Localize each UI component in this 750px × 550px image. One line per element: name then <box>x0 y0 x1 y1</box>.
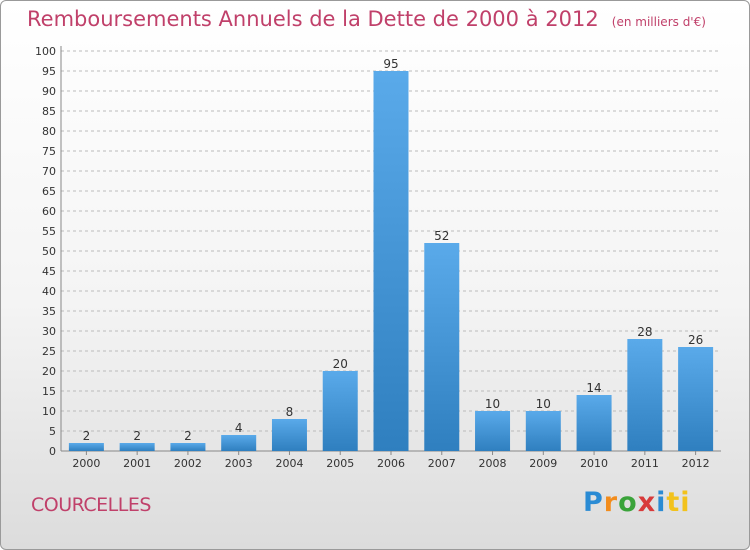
x-tick-label-2009: 2009 <box>529 457 557 470</box>
bar-2009 <box>525 411 561 451</box>
data-label-2000: 2 <box>83 429 91 443</box>
bar-2004 <box>271 419 307 451</box>
y-tick-label: 55 <box>42 225 56 238</box>
bar-2007 <box>424 243 460 451</box>
y-tick-label: 0 <box>49 445 56 458</box>
bar-2008 <box>475 411 511 451</box>
chart-title: Remboursements Annuels de la Dette de 20… <box>27 7 599 31</box>
data-label-2007: 52 <box>434 229 449 243</box>
y-tick-label: 75 <box>42 145 56 158</box>
y-tick-label: 15 <box>42 385 56 398</box>
bar-2000 <box>68 443 104 451</box>
data-label-2004: 8 <box>286 405 294 419</box>
x-tick-label-2011: 2011 <box>631 457 659 470</box>
y-tick-label: 90 <box>42 85 56 98</box>
city-name: COURCELLES <box>31 494 151 516</box>
y-tick-label: 60 <box>42 205 56 218</box>
bar-2003 <box>221 435 257 451</box>
bar-2012 <box>678 347 714 451</box>
bar-2010 <box>576 395 612 451</box>
proxiti-logo: Proxiti <box>583 487 691 518</box>
data-label-2011: 28 <box>637 325 652 339</box>
y-tick-label: 40 <box>42 285 56 298</box>
x-tick-label-2001: 2001 <box>123 457 151 470</box>
data-label-2002: 2 <box>184 429 192 443</box>
y-tick-label: 5 <box>49 425 56 438</box>
y-tick-label: 30 <box>42 325 56 338</box>
y-tick-label: 45 <box>42 265 56 278</box>
x-tick-label-2010: 2010 <box>580 457 608 470</box>
y-tick-label: 25 <box>42 345 56 358</box>
y-tick-label: 85 <box>42 105 56 118</box>
x-tick-label-2000: 2000 <box>72 457 100 470</box>
data-label-2008: 10 <box>485 397 500 411</box>
x-tick-label-2007: 2007 <box>428 457 456 470</box>
x-tick-label-2012: 2012 <box>682 457 710 470</box>
data-label-2012: 26 <box>688 333 703 347</box>
x-tick-label-2003: 2003 <box>225 457 253 470</box>
bar-2005 <box>322 371 358 451</box>
data-label-2003: 4 <box>235 421 243 435</box>
x-tick-label-2006: 2006 <box>377 457 405 470</box>
x-tick-label-2004: 2004 <box>275 457 303 470</box>
y-tick-label: 65 <box>42 185 56 198</box>
y-tick-label: 10 <box>42 405 56 418</box>
x-tick-label-2002: 2002 <box>174 457 202 470</box>
y-tick-label: 35 <box>42 305 56 318</box>
bar-2002 <box>170 443 206 451</box>
data-label-2009: 10 <box>536 397 551 411</box>
bar-2006 <box>373 71 409 451</box>
y-tick-label: 50 <box>42 245 56 258</box>
chart-subtitle: (en milliers d'€) <box>611 15 706 29</box>
bar-2001 <box>119 443 155 451</box>
data-label-2006: 95 <box>383 57 398 71</box>
x-tick-label-2008: 2008 <box>479 457 507 470</box>
x-tick-label-2005: 2005 <box>326 457 354 470</box>
y-tick-label: 100 <box>35 45 56 58</box>
bar-2011 <box>627 339 663 451</box>
y-tick-label: 70 <box>42 165 56 178</box>
data-label-2005: 20 <box>333 357 348 371</box>
data-label-2001: 2 <box>133 429 141 443</box>
y-tick-label: 20 <box>42 365 56 378</box>
y-tick-label: 95 <box>42 65 56 78</box>
data-label-2010: 14 <box>586 381 601 395</box>
y-tick-label: 80 <box>42 125 56 138</box>
chart-title-row: Remboursements Annuels de la Dette de 20… <box>27 7 706 31</box>
